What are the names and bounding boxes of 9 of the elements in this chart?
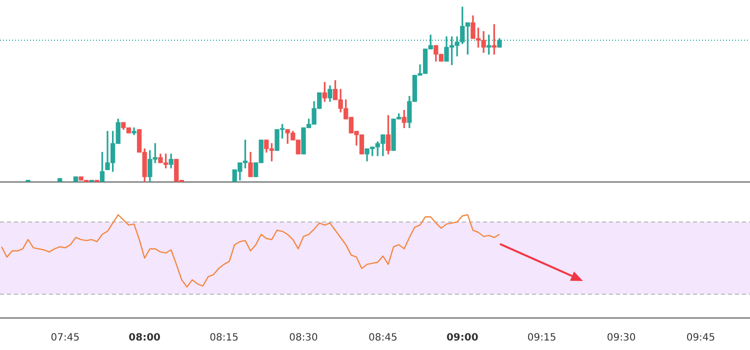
x-tick-label: 08:00 (128, 332, 161, 344)
x-tick-label: 09:45 (686, 332, 716, 344)
x-tick-label: 07:45 (50, 332, 80, 344)
x-tick-label: 08:45 (368, 332, 398, 344)
x-tick-label: 09:00 (446, 332, 478, 344)
x-tick-label: 09:30 (606, 332, 636, 344)
x-tick-label: 09:15 (527, 332, 556, 344)
x-tick-label: 08:30 (289, 332, 318, 344)
x-tick-label: 08:15 (210, 332, 238, 344)
